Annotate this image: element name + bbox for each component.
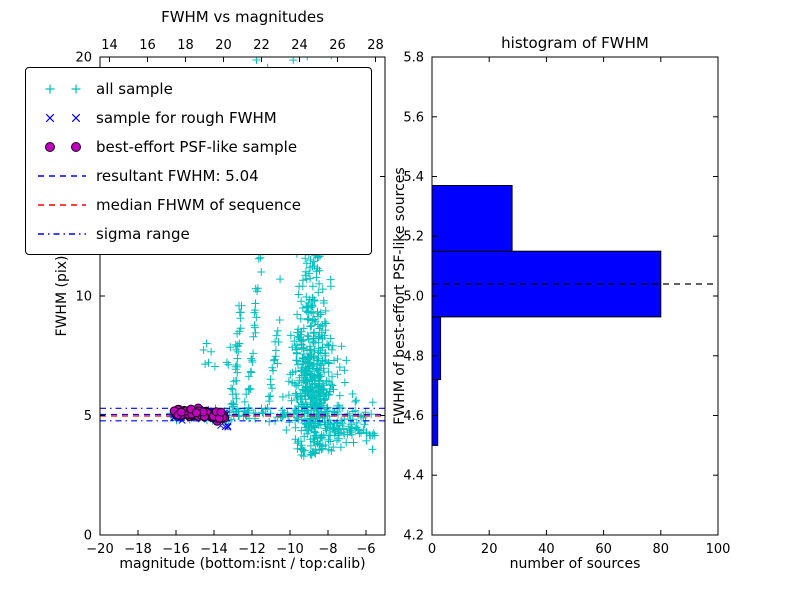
legend-item: best-effort PSF-like sample	[34, 132, 363, 161]
legend-label: sample for rough FWHM	[96, 108, 277, 127]
left-plot-data	[100, 57, 385, 461]
right-plot-ylabel: FWHM of best-effort PSF-like sources	[392, 167, 408, 425]
svg-text:60: 60	[595, 542, 612, 557]
svg-text:0: 0	[428, 542, 436, 557]
svg-text:28: 28	[367, 38, 384, 53]
axis-tick-labels: −20 −18 −16 −14 −12 −10 −8 −6 14 16 18 20 22 24 26 28 0 5…	[75, 38, 730, 557]
svg-text:5: 5	[84, 409, 92, 424]
svg-text:24: 24	[291, 38, 308, 53]
svg-text:5.8: 5.8	[403, 51, 424, 66]
legend-line-sample-icon	[34, 166, 90, 186]
legend-line-sample-icon	[34, 224, 90, 244]
svg-text:4.6: 4.6	[403, 409, 424, 424]
legend-label: median FHWM of sequence	[96, 195, 301, 214]
svg-text:−16: −16	[162, 542, 189, 557]
histogram-bar	[431, 316, 442, 381]
right-plot-title: histogram of FWHM	[501, 34, 649, 52]
histogram-bar	[431, 379, 439, 446]
legend-line-sample-icon	[34, 195, 90, 215]
legend-item: sample for rough FWHM	[34, 103, 363, 132]
legend-item: all sample	[34, 74, 363, 103]
left-plot-frame	[99, 56, 386, 536]
svg-text:−6: −6	[356, 542, 375, 557]
svg-text:−8: −8	[318, 542, 337, 557]
svg-text:0: 0	[84, 529, 92, 544]
legend-item: median FHWM of sequence	[34, 190, 363, 219]
svg-text:5.0: 5.0	[403, 290, 424, 305]
svg-text:4.8: 4.8	[403, 349, 424, 364]
right-plot-frame	[431, 56, 719, 536]
legend-x-marker-icon	[34, 108, 90, 128]
svg-text:5.6: 5.6	[403, 110, 424, 125]
legend-item: resultant FWHM: 5.04	[34, 161, 363, 190]
legend: all sample sample for rough FWHM best-effo…	[25, 67, 372, 255]
svg-text:−12: −12	[238, 542, 265, 557]
left-plot-ylabel: FWHM (pix)	[54, 255, 70, 337]
left-plot-xlabel: magnitude (bottom:isnt / top:calib)	[119, 556, 366, 572]
legend-label: all sample	[96, 79, 173, 98]
svg-text:14: 14	[101, 38, 118, 53]
svg-text:4.4: 4.4	[403, 469, 424, 484]
svg-text:20: 20	[481, 542, 498, 557]
svg-text:40: 40	[538, 542, 555, 557]
svg-text:80: 80	[653, 542, 670, 557]
svg-text:26: 26	[329, 38, 346, 53]
legend-label: sigma range	[96, 224, 190, 243]
left-plot-title: FWHM vs magnitudes	[161, 8, 324, 26]
histogram-bar	[431, 185, 513, 252]
svg-text:−18: −18	[124, 542, 151, 557]
svg-text:20: 20	[215, 38, 232, 53]
svg-text:20: 20	[75, 51, 92, 66]
legend-label: best-effort PSF-like sample	[96, 137, 298, 156]
svg-text:18: 18	[177, 38, 194, 53]
svg-text:−14: −14	[200, 542, 227, 557]
scatter-psf-like-sample	[169, 403, 230, 426]
svg-text:10: 10	[75, 290, 92, 305]
legend-item: sigma range	[34, 219, 363, 248]
right-plot-xlabel: number of sources	[509, 556, 641, 572]
svg-text:5.4: 5.4	[403, 170, 424, 185]
svg-text:−10: −10	[276, 542, 303, 557]
legend-label: resultant FWHM: 5.04	[96, 166, 259, 185]
legend-circle-marker-icon	[34, 137, 90, 157]
svg-text:100: 100	[706, 542, 731, 557]
legend-plus-marker-icon	[34, 79, 90, 99]
svg-text:−20: −20	[86, 542, 113, 557]
right-plot-data	[431, 185, 718, 446]
svg-text:22: 22	[253, 38, 270, 53]
svg-text:16: 16	[139, 38, 156, 53]
svg-text:5.2: 5.2	[403, 230, 424, 245]
svg-text:4.2: 4.2	[403, 529, 424, 544]
